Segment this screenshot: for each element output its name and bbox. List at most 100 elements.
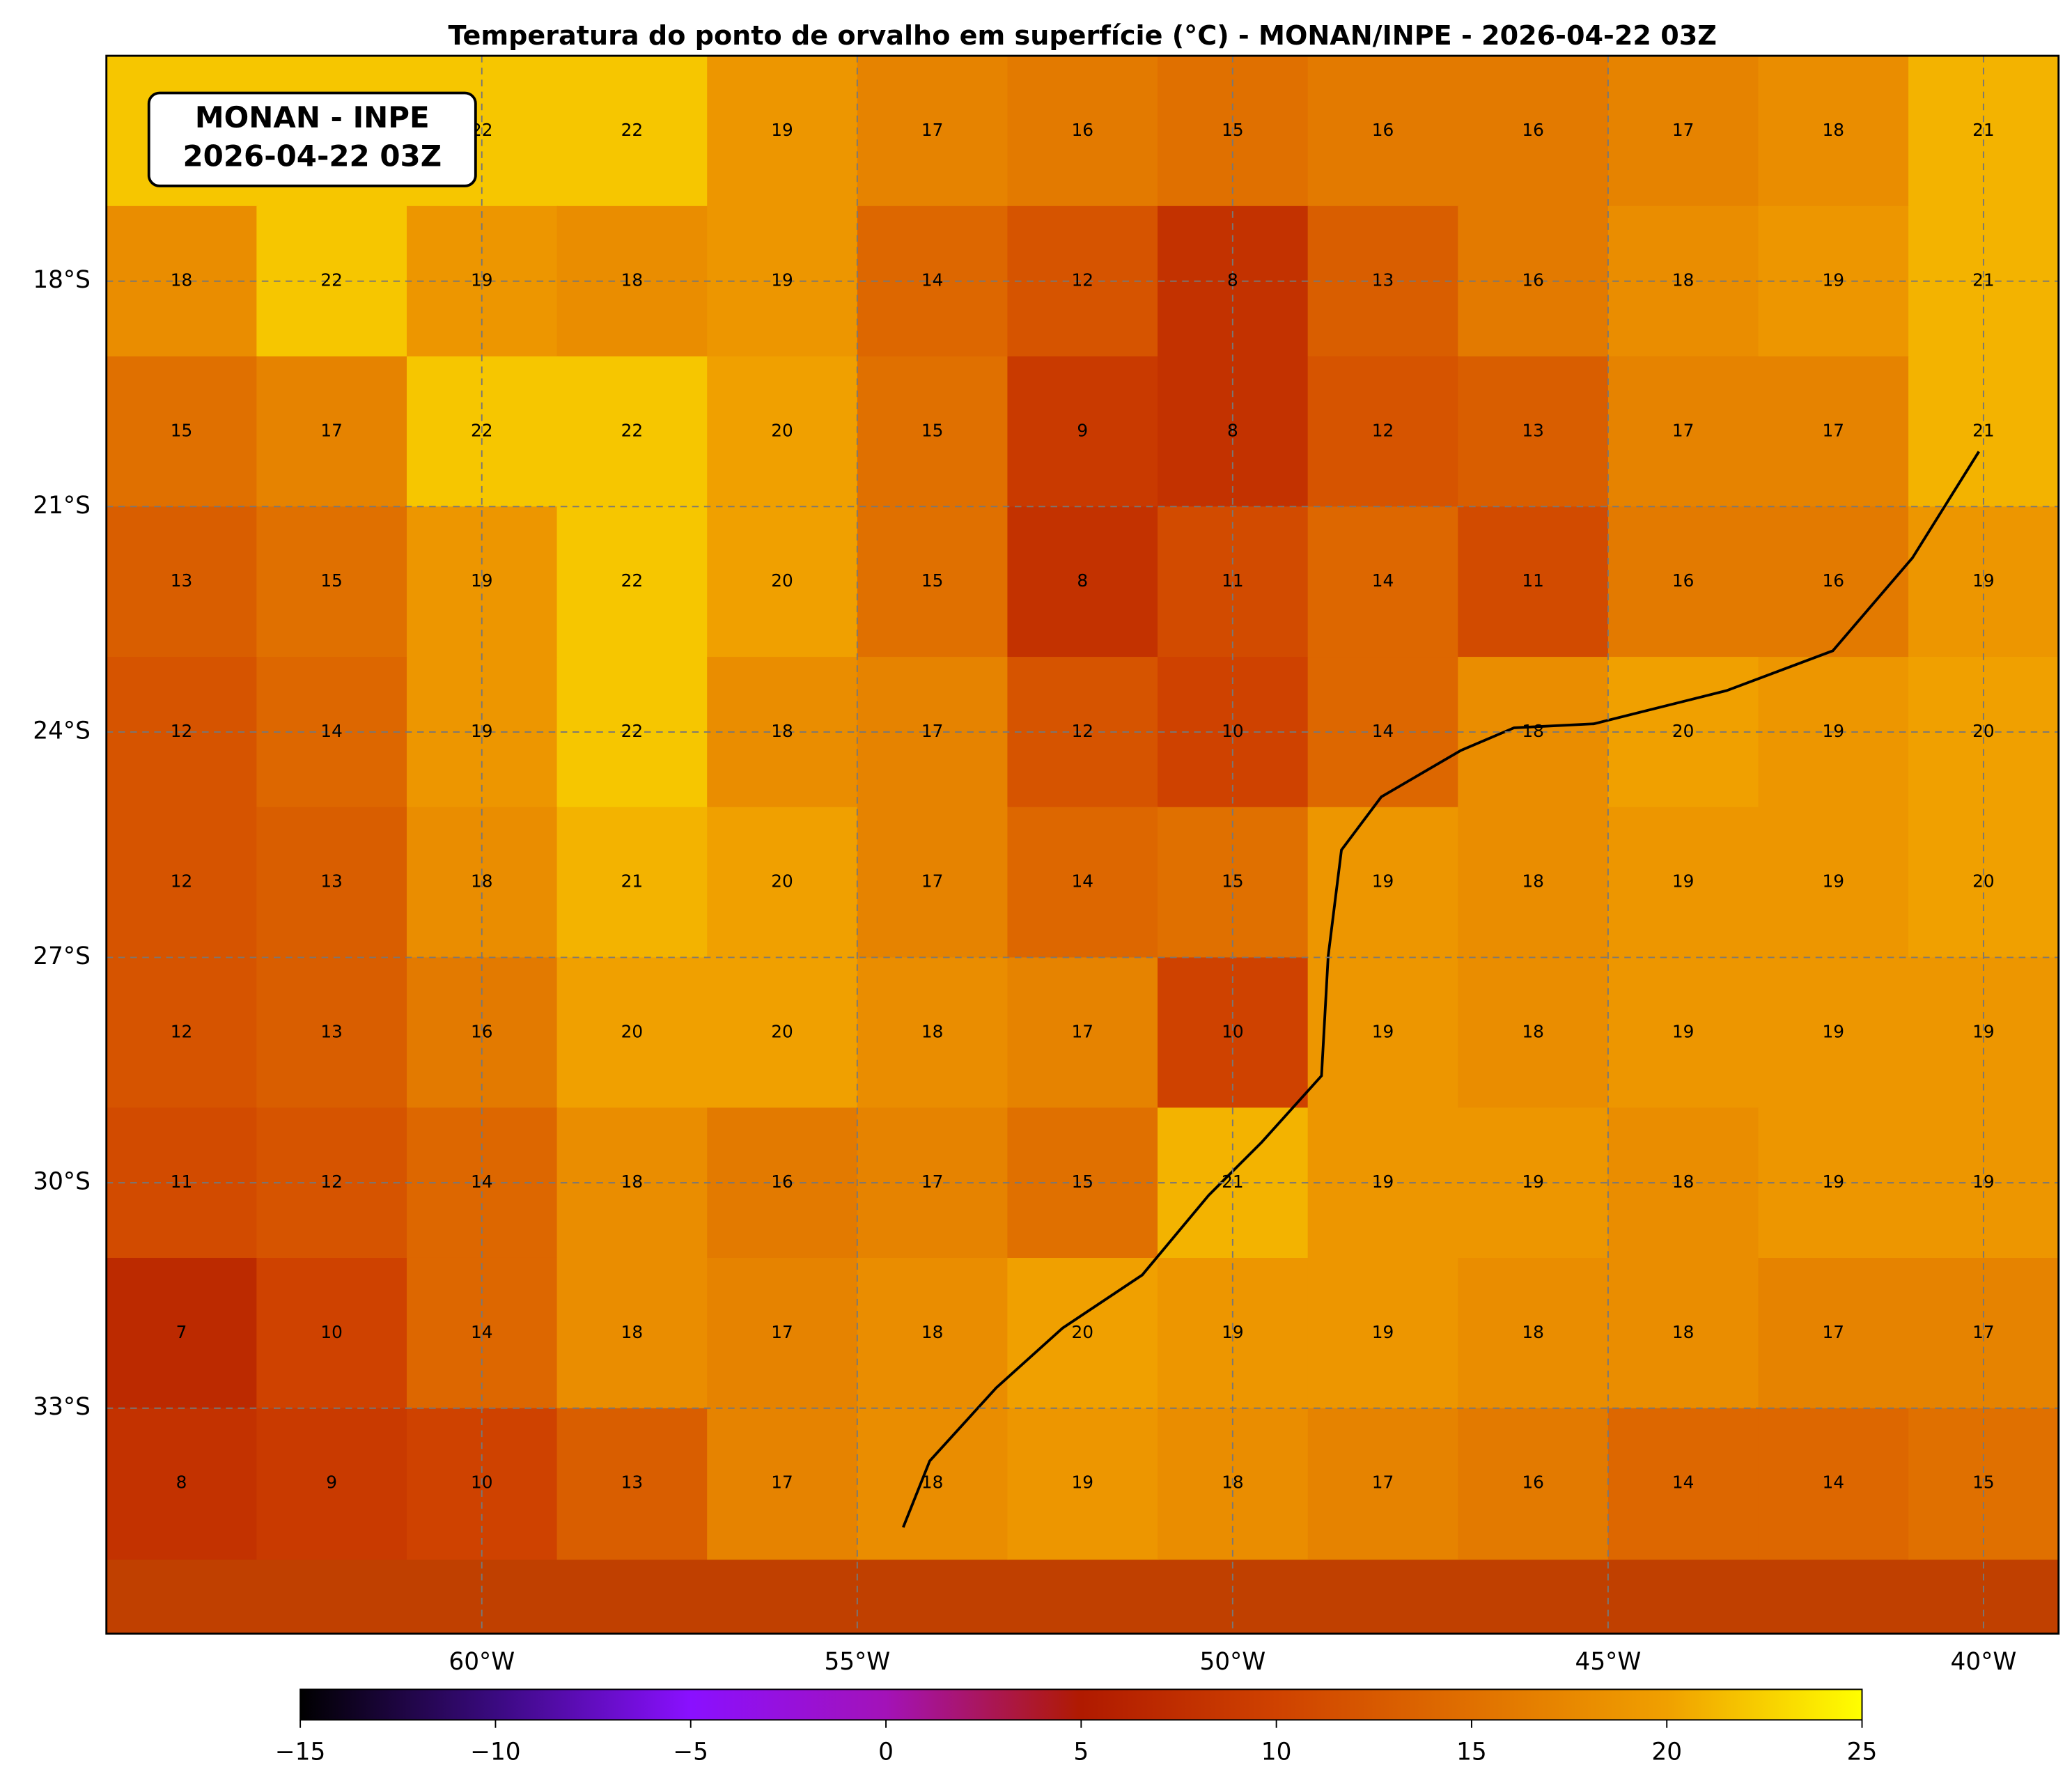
- value-label: 19: [1372, 871, 1394, 892]
- field-cell: [1007, 957, 1159, 1110]
- field-cell: [707, 1408, 859, 1560]
- value-label: 13: [1372, 270, 1394, 290]
- value-label: 8: [176, 1472, 187, 1493]
- value-label: 16: [471, 1021, 493, 1041]
- value-label: 9: [326, 1472, 337, 1493]
- field-cell: [1607, 1408, 1760, 1560]
- value-label: 19: [471, 721, 493, 741]
- value-label: 14: [1071, 871, 1093, 892]
- field-cell: [1458, 957, 1610, 1110]
- chart-title: Temperatura do ponto de orvalho em super…: [449, 20, 1717, 51]
- value-label: 18: [921, 1472, 944, 1493]
- y-tick-label: 18°S: [33, 266, 91, 294]
- value-label: 13: [1522, 420, 1544, 440]
- value-label: 19: [1672, 871, 1695, 892]
- value-label: 22: [320, 270, 343, 290]
- field-cell: [1307, 1257, 1460, 1410]
- field-cell: [707, 957, 859, 1110]
- field-cell: [106, 506, 258, 658]
- field-cell: [1607, 807, 1760, 959]
- value-label: 14: [1372, 721, 1394, 741]
- value-label: 17: [921, 120, 944, 140]
- value-label: 17: [921, 871, 944, 892]
- x-tick-label: 50°W: [1199, 1648, 1265, 1676]
- value-label: 17: [320, 420, 343, 440]
- value-label: 13: [171, 570, 193, 591]
- field-cell: [1607, 356, 1760, 508]
- value-label: 17: [1823, 420, 1845, 440]
- field-cell: [1007, 356, 1159, 508]
- value-label: 18: [771, 721, 793, 741]
- field-cell: [1758, 356, 1910, 508]
- field-cell: [1307, 807, 1460, 959]
- field-cell: [556, 1257, 709, 1410]
- field-cell: [1007, 1257, 1159, 1410]
- value-label: 18: [1672, 1172, 1695, 1192]
- value-label: 12: [1071, 721, 1093, 741]
- field-cell: [1758, 56, 1910, 208]
- value-label: 19: [1372, 1021, 1394, 1041]
- field-cell: [256, 807, 408, 959]
- value-label: 18: [1522, 871, 1544, 892]
- value-label: 14: [471, 1322, 493, 1342]
- field-cell: [1307, 506, 1460, 658]
- value-label: 19: [1823, 1172, 1845, 1192]
- value-label: 10: [471, 1472, 493, 1493]
- value-label: 20: [771, 570, 793, 591]
- value-label: 18: [621, 1172, 644, 1192]
- field-cell: [1007, 1408, 1159, 1560]
- value-label: 16: [1672, 570, 1695, 591]
- field-cell: [1458, 506, 1610, 658]
- field-cell: [1007, 56, 1159, 208]
- value-label: 22: [621, 420, 644, 440]
- value-label: 16: [1522, 120, 1544, 140]
- coastline: [902, 451, 1980, 1528]
- value-label: 19: [1823, 721, 1845, 741]
- value-label: 15: [320, 570, 343, 591]
- field-cell: [1607, 506, 1760, 658]
- value-label: 20: [1071, 1322, 1093, 1342]
- value-label: 16: [1372, 120, 1394, 140]
- field-cell: [106, 1408, 258, 1560]
- value-label: 22: [621, 120, 644, 140]
- value-label: 19: [471, 270, 493, 290]
- value-label: 15: [1222, 871, 1244, 892]
- value-label: 19: [1972, 1021, 1995, 1041]
- value-label: 19: [1372, 1172, 1394, 1192]
- y-tick-label: 24°S: [33, 717, 91, 745]
- colorbar-tick-label: 20: [1651, 1738, 1682, 1766]
- map-frame: [105, 54, 2060, 1635]
- value-label: 17: [771, 1472, 793, 1493]
- field-cell: [556, 356, 709, 508]
- value-label: 20: [1972, 871, 1995, 892]
- value-label: 16: [1071, 120, 1093, 140]
- y-tick-label: 21°S: [33, 492, 91, 520]
- x-tick-label: 55°W: [824, 1648, 890, 1676]
- field-cell: [707, 56, 859, 208]
- field-cell: [556, 957, 709, 1110]
- value-label: 8: [1227, 420, 1238, 440]
- value-label: 14: [320, 721, 343, 741]
- field-cell: [1307, 356, 1460, 508]
- graticule: [106, 56, 2059, 1634]
- value-label: 20: [771, 1021, 793, 1041]
- value-label: 19: [1372, 1322, 1394, 1342]
- value-label: 19: [1823, 871, 1845, 892]
- colorbar-tick-label: −10: [470, 1738, 520, 1766]
- value-label: 22: [621, 570, 644, 591]
- value-label: 19: [771, 120, 793, 140]
- value-label: 17: [921, 1172, 944, 1192]
- value-label: 20: [1972, 721, 1995, 741]
- x-tick-label: 45°W: [1575, 1648, 1642, 1676]
- value-label: 15: [921, 570, 944, 591]
- value-label: 21: [1222, 1172, 1244, 1192]
- field-cell: [1458, 1257, 1610, 1410]
- value-label: 19: [1522, 1172, 1544, 1192]
- field-cell: [707, 506, 859, 658]
- field-cell: [857, 1257, 1009, 1410]
- value-label: 17: [1672, 120, 1695, 140]
- value-label: 17: [1823, 1322, 1845, 1342]
- value-label: 11: [171, 1172, 193, 1192]
- field-cell: [106, 807, 258, 959]
